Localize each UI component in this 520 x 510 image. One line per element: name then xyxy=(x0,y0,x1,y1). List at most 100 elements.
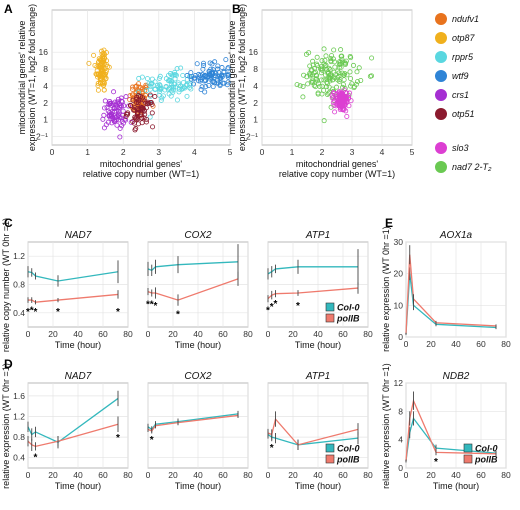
panel-b-point-nad72T xyxy=(300,83,306,89)
panel-d-atp1-legend-swatch-Col-0 xyxy=(325,443,335,453)
panel-c-nad7-ytick-label: 0.4 xyxy=(13,308,25,318)
panel-a-ytick-label: 8 xyxy=(43,64,48,74)
panel-e-ndb2-ytick-label: 4 xyxy=(398,435,403,445)
panel-a-point-wtf9 xyxy=(219,65,225,71)
panel-b-point-nad72T xyxy=(294,82,300,88)
panel-c-cox2-significance-star: * xyxy=(154,301,158,312)
panel-a-point-wtf9 xyxy=(224,82,230,88)
panel-d-nad7-xtick-label: 60 xyxy=(98,470,108,480)
panel-a-point-ndufv1 xyxy=(142,92,148,98)
panel-a-chart: 0 1 2 3 4 5 2⁻¹ 1 2 4 8 16 mitochondrial genes'relat… xyxy=(17,4,233,179)
panel-b-point-nad72T xyxy=(312,84,318,90)
panel-d-atp1-significance-star: * xyxy=(270,443,274,454)
panel-c-nad7-significance-star: * xyxy=(116,307,120,318)
panel-b-point-slo3 xyxy=(336,89,342,95)
panel-c-cox2-significance-star: * xyxy=(146,300,150,311)
panel-e-ndb2-xlabel: Time (hour) xyxy=(433,481,479,491)
panel-a-point-wtf9 xyxy=(188,70,194,76)
panel-e-ndb2-ytick-label: 0 xyxy=(398,463,403,473)
panel-a-point-wtf9 xyxy=(210,84,216,90)
panel-b-chart: 0 1 2 3 4 5 2⁻¹ 1 2 4 8 16 mitochondrial genes'relat… xyxy=(227,4,415,179)
panel-c-atp1-xtick-label: 40 xyxy=(313,329,323,339)
panel-d-cox2-xtick-label: 0 xyxy=(146,470,151,480)
panel-a-point-otp51 xyxy=(130,97,136,103)
panel-c-atp1-xtick-label: 0 xyxy=(266,329,271,339)
panel-b-xtick-label: 0 xyxy=(260,147,265,157)
ab-legend: ndufv1 otp87 rppr5 wtf9 crs1 otp51 slo3 nad7 2-… xyxy=(435,13,492,173)
panel-a-point-wtf9 xyxy=(184,73,190,79)
panel-d-nad7-significance-star: * xyxy=(34,453,38,464)
panel-a-point-crs1 xyxy=(116,112,122,118)
panel-b-xtick-label: 2 xyxy=(320,147,325,157)
panel-a-point-otp87 xyxy=(86,60,92,66)
panel-a-point-crs1 xyxy=(117,134,123,140)
panel-b-point-nad72T xyxy=(307,73,313,79)
panel-a-point-wtf9 xyxy=(201,63,207,69)
panel-a-point-rppr5 xyxy=(163,76,169,82)
panel-b-point-nad72T xyxy=(321,118,327,124)
panel-a-ytick-label: 4 xyxy=(43,81,48,91)
panel-a-point-ndufv1 xyxy=(132,84,138,90)
panel-a-point-rppr5 xyxy=(144,88,150,94)
legend-swatch-nad72T xyxy=(435,161,447,173)
panel-a-point-crs1 xyxy=(112,117,118,123)
panel-a-point-wtf9 xyxy=(194,61,200,67)
panel-b-xtick-label: 1 xyxy=(290,147,295,157)
panel-e-ndb2-xtick-label: 20 xyxy=(426,470,436,480)
panel-a-point-rppr5 xyxy=(180,85,186,91)
panel-a-point-rppr5 xyxy=(139,74,145,80)
panel-b-point-nad72T xyxy=(310,58,316,64)
panel-c-atp1-xtick-label: 60 xyxy=(338,329,348,339)
panel-d-atp1-xlabel: Time (hour) xyxy=(295,481,341,491)
panel-e-ndb2-legend-label-polIB: polIB xyxy=(474,455,498,465)
panel-b-point-nad72T xyxy=(336,62,342,68)
panel-b-point-nad72T xyxy=(297,83,303,89)
panel-d-cox2-xtick-label: 80 xyxy=(243,470,253,480)
panel-a-point-wtf9 xyxy=(202,73,208,79)
panel-a-point-wtf9 xyxy=(200,66,206,72)
legend-label-otp51: otp51 xyxy=(452,109,475,119)
panel-a-point-wtf9 xyxy=(212,70,218,76)
panel-b-point-slo3 xyxy=(336,89,342,95)
panel-a-point-otp51 xyxy=(137,94,143,100)
panel-b-point-slo3 xyxy=(346,94,352,100)
panel-e-aox1a-ylabel: relative expression (WT 0hr =1) xyxy=(381,226,391,352)
panel-b-point-nad72T xyxy=(369,55,375,61)
legend-label-otp87: otp87 xyxy=(452,33,476,43)
panel-a-point-rppr5 xyxy=(176,89,182,95)
panel-d-nad7-xtick-label: 40 xyxy=(73,470,83,480)
legend-swatch-slo3 xyxy=(435,142,447,154)
panel-a-point-crs1 xyxy=(116,117,122,123)
panel-b-xtick-label: 4 xyxy=(380,147,385,157)
panel-c-nad7-significance-star: * xyxy=(26,307,30,318)
panel-e-aox1a-xtick-label: 0 xyxy=(404,339,409,349)
panel-b-point-nad72T xyxy=(319,83,325,89)
panel-c-cox2-xtick-label: 0 xyxy=(146,329,151,339)
panel-a-point-crs1 xyxy=(117,125,123,131)
panel-b-xtick-label: 5 xyxy=(410,147,415,157)
panel-b-point-nad72T xyxy=(313,72,319,78)
panel-b-point-nad72T xyxy=(323,53,329,59)
panel-d-nad7-chart: 0 20 40 60 80 0.4 0.8 1.2 1.6 NAD7 * * Time (hour) xyxy=(13,371,133,491)
panel-d-atp1-legend-label-Col-0: Col-0 xyxy=(337,444,360,454)
panel-c-cox2-significance-star: * xyxy=(150,300,154,311)
panel-c-nad7-significance-star: * xyxy=(30,305,34,316)
panel-a-point-otp87 xyxy=(102,74,108,80)
panel-a-point-otp87 xyxy=(98,79,104,85)
panel-a-ytick-label: 1 xyxy=(43,115,48,125)
panel-b-point-nad72T xyxy=(325,69,331,75)
panel-b-point-nad72T xyxy=(367,73,373,79)
panel-e-ndb2-xtick-label: 80 xyxy=(501,470,511,480)
panel-b-ylabel: mitochondrial genes' relative xyxy=(227,21,237,135)
panel-b-point-nad72T xyxy=(348,76,354,82)
panel-c-nad7-xlabel: Time (hour) xyxy=(55,340,101,350)
panel-a-point-rppr5 xyxy=(177,86,183,92)
panel-a-point-crs1 xyxy=(116,109,122,115)
panel-a-point-crs1 xyxy=(105,119,111,125)
panel-b-point-nad72T xyxy=(331,47,337,53)
panel-a-point-crs1 xyxy=(101,112,107,118)
panel-a-point-wtf9 xyxy=(219,74,225,80)
